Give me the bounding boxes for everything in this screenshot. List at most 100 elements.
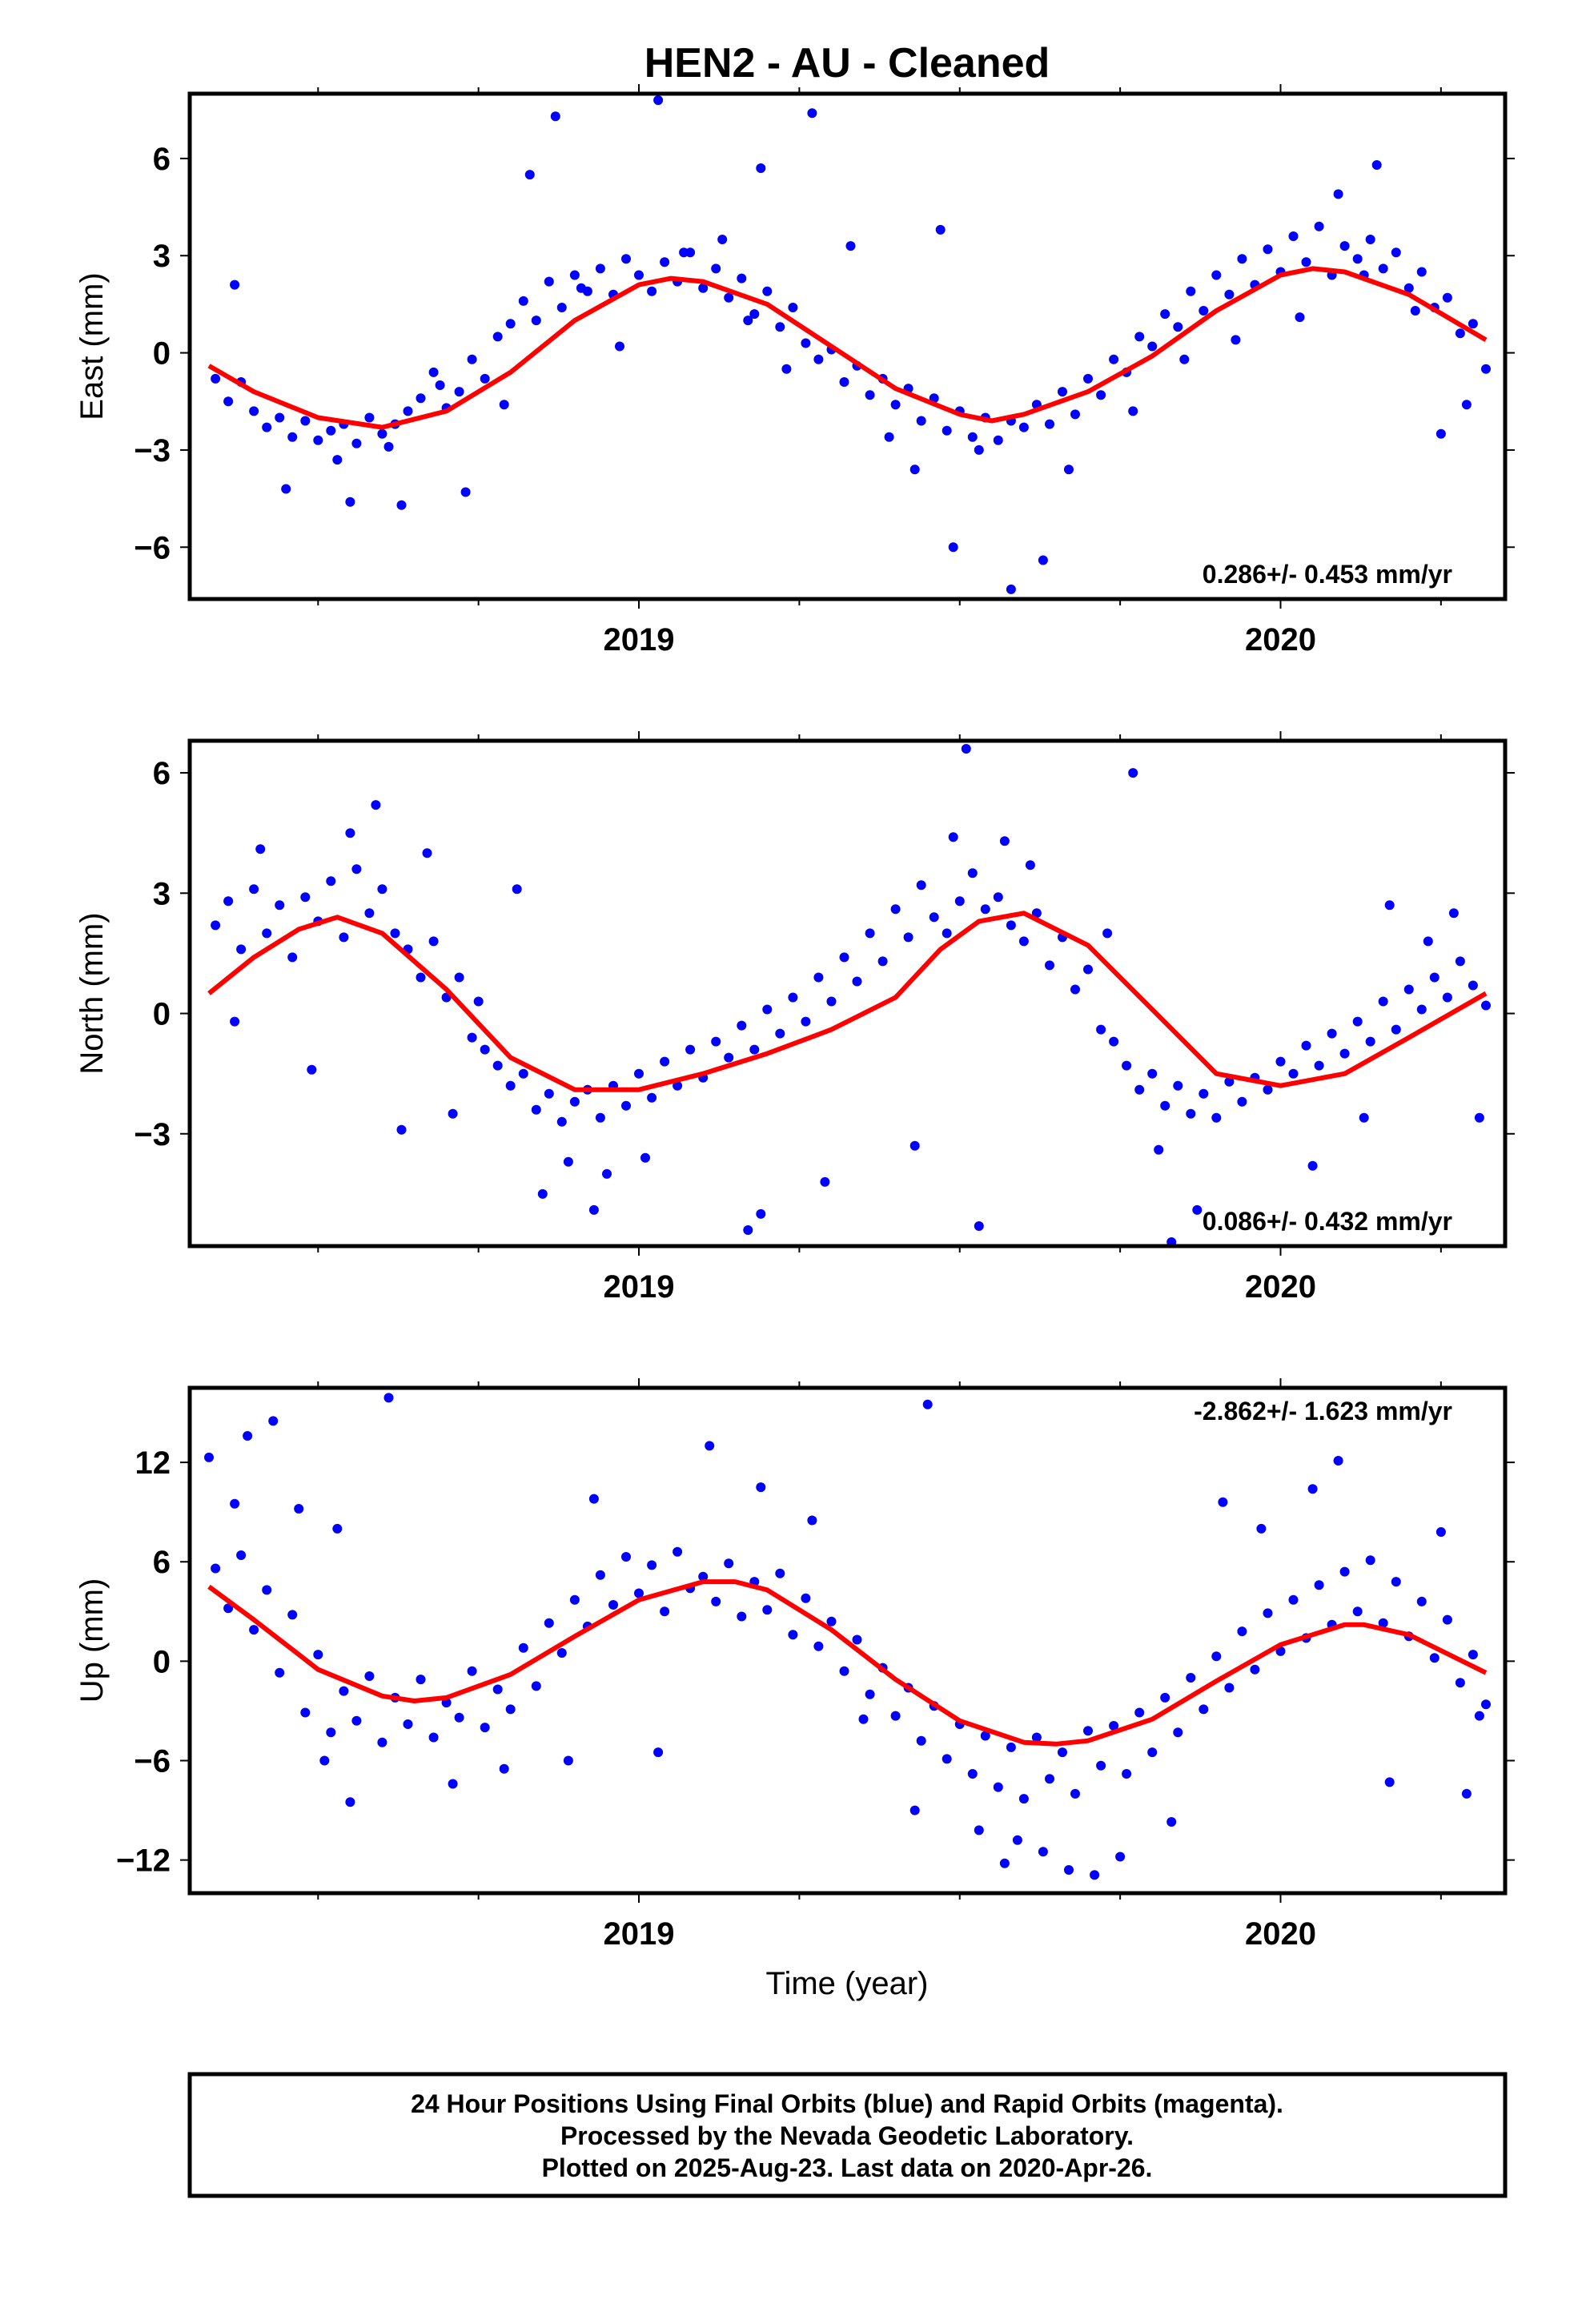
data-point	[1365, 1555, 1375, 1566]
data-point	[621, 1100, 631, 1111]
y-tick-label: −6	[134, 1743, 171, 1779]
data-point	[1192, 1204, 1203, 1215]
x-tick-label: 2019	[604, 1916, 675, 1952]
data-point	[319, 1755, 330, 1766]
data-point	[531, 1104, 541, 1115]
data-point	[537, 1188, 548, 1199]
data-point	[1186, 1108, 1196, 1119]
data-point	[1186, 1673, 1196, 1683]
data-point	[1391, 1024, 1401, 1035]
data-point	[1429, 1653, 1439, 1663]
data-point	[711, 1596, 721, 1606]
data-point	[262, 422, 272, 432]
footer-line-2: Processed by the Nevada Geodetic Laborat…	[560, 2121, 1134, 2150]
data-point	[1442, 292, 1452, 303]
data-point	[1070, 984, 1080, 995]
data-point	[935, 224, 946, 235]
data-point	[1314, 1060, 1324, 1071]
data-point	[993, 892, 1003, 903]
fit-curve	[207, 911, 1488, 1092]
data-point	[877, 956, 888, 967]
data-point	[1224, 289, 1235, 300]
data-point	[1442, 1614, 1452, 1625]
data-point	[1263, 244, 1273, 255]
data-point	[1391, 1577, 1401, 1587]
data-point	[300, 416, 311, 426]
data-point	[1122, 1060, 1132, 1071]
x-tick-label: 2020	[1245, 1916, 1316, 1952]
data-point	[916, 416, 926, 426]
data-point	[223, 1603, 234, 1614]
data-point	[1122, 1769, 1132, 1779]
data-point	[1263, 1608, 1273, 1618]
data-point	[454, 387, 464, 397]
data-point	[743, 1225, 753, 1235]
data-point	[1134, 1084, 1145, 1095]
data-point	[724, 1558, 734, 1569]
data-point	[275, 412, 285, 423]
data-point	[1314, 1580, 1324, 1590]
data-point	[948, 542, 958, 553]
data-point	[1096, 1760, 1106, 1771]
data-point	[1384, 1777, 1395, 1787]
data-point	[499, 400, 509, 410]
data-point	[1031, 908, 1042, 919]
data-point	[852, 1634, 862, 1645]
data-point	[781, 364, 792, 374]
data-point	[1090, 1870, 1100, 1880]
data-point	[499, 1763, 509, 1774]
data-point	[1031, 1732, 1042, 1743]
data-point	[653, 95, 664, 106]
data-point	[1025, 860, 1035, 870]
data-point	[377, 884, 387, 895]
data-point	[1263, 1084, 1273, 1095]
data-point	[685, 1044, 696, 1055]
data-point	[569, 270, 580, 280]
data-point	[492, 332, 503, 342]
data-point	[826, 996, 837, 1007]
panel-2: 2019 2020 6 3 0 −3 North (mm) 0.086+/- 0.432 mm…	[74, 731, 1515, 1305]
data-point	[1109, 354, 1119, 364]
data-point	[737, 273, 747, 283]
data-point	[1352, 1016, 1363, 1027]
data-point	[390, 928, 400, 939]
data-point	[999, 836, 1010, 846]
data-point	[351, 438, 362, 448]
data-point	[422, 848, 432, 858]
data-point	[1481, 1699, 1491, 1710]
data-point	[1468, 319, 1478, 329]
data-point	[313, 435, 323, 445]
data-point	[1416, 1004, 1427, 1015]
data-point	[1365, 1036, 1375, 1047]
data-point	[762, 1004, 773, 1015]
data-point	[544, 1618, 554, 1628]
data-point	[326, 876, 336, 887]
data-point	[1307, 1160, 1318, 1171]
data-point	[1339, 1566, 1350, 1577]
data-point	[1211, 1112, 1222, 1123]
data-point	[467, 1032, 477, 1043]
data-point	[550, 111, 560, 122]
y-tick-label: 6	[153, 1545, 171, 1580]
data-point	[230, 1498, 240, 1509]
data-point	[1160, 1692, 1170, 1703]
x-tick-label: 2020	[1245, 1269, 1316, 1305]
data-point	[416, 1675, 426, 1685]
data-point	[801, 1593, 811, 1603]
data-points	[211, 95, 1491, 594]
data-point	[1333, 189, 1343, 199]
data-point	[909, 464, 920, 475]
data-point	[1410, 306, 1420, 316]
data-point	[1481, 364, 1491, 374]
data-point	[1442, 992, 1452, 1003]
data-point	[621, 1552, 631, 1562]
data-point	[351, 864, 362, 875]
data-point	[890, 400, 901, 410]
data-point	[1058, 1747, 1067, 1758]
data-point	[396, 500, 407, 510]
data-point	[428, 936, 439, 947]
data-point	[1288, 231, 1299, 241]
data-point	[339, 1686, 349, 1696]
data-point	[737, 1611, 747, 1622]
data-point	[1109, 1036, 1119, 1047]
